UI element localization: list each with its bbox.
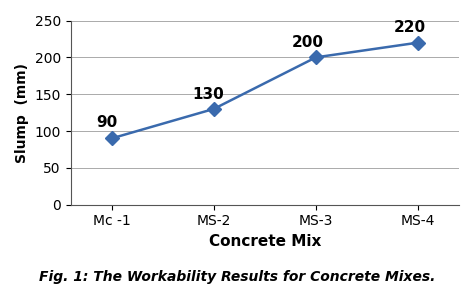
X-axis label: Concrete Mix: Concrete Mix	[209, 234, 321, 249]
Y-axis label: Slump  (mm): Slump (mm)	[15, 63, 29, 163]
Text: 130: 130	[193, 87, 225, 102]
Text: 90: 90	[96, 115, 117, 130]
Text: Fig. 1: The Workability Results for Concrete Mixes.: Fig. 1: The Workability Results for Conc…	[39, 270, 435, 284]
Text: 220: 220	[394, 20, 426, 35]
Text: 200: 200	[292, 35, 324, 50]
